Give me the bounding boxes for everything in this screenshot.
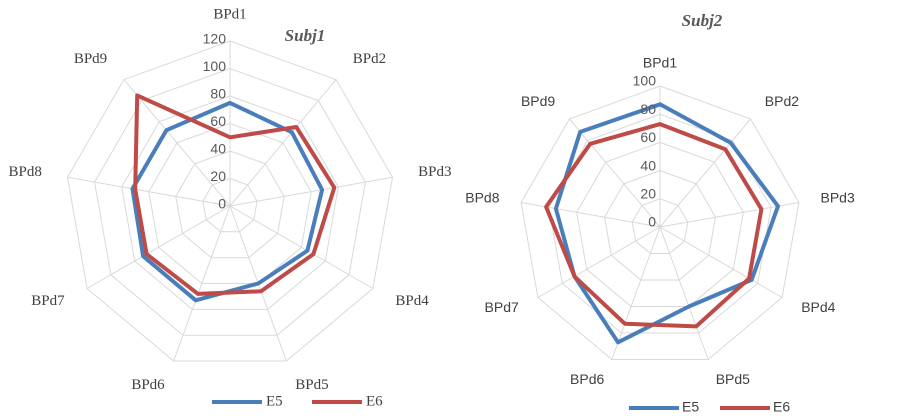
axis-spoke [229, 79, 337, 207]
tick-label: 40 [210, 141, 226, 157]
category-label: BPd9 [74, 51, 107, 67]
chart-title: Subj1 [285, 26, 326, 45]
radar-chart-subj2: 0 20 40 60 80 100 BPd1 BPd2 BPd3 BPd4 BPd5 BPd6 BPd7… [465, 11, 855, 415]
grid-ring [631, 198, 689, 254]
category-label: BPd2 [765, 93, 799, 109]
tick-label: 0 [648, 214, 656, 230]
grid-ring [94, 67, 366, 336]
legend-label: E6 [773, 399, 790, 415]
category-label: BPd7 [485, 299, 519, 315]
grid-ring [121, 95, 339, 310]
tick-label: 60 [640, 129, 656, 145]
legend-label: E5 [682, 399, 699, 415]
category-label: BPd6 [570, 371, 604, 387]
category-label: BPd4 [395, 293, 429, 309]
category-label: BPd8 [9, 164, 42, 180]
axis-spoke [611, 226, 661, 360]
axis-spoke [569, 118, 661, 228]
axis-spoke [123, 79, 231, 207]
legend-label: E5 [266, 393, 283, 409]
tick-label: 100 [203, 58, 227, 74]
grid-ring [175, 150, 285, 259]
series-line-e6 [544, 122, 764, 329]
series-line-e6 [133, 93, 337, 296]
tick-label: 60 [210, 113, 226, 129]
chart-title: Subj2 [682, 11, 723, 30]
category-label: BPd3 [821, 189, 855, 205]
tick-label: 120 [203, 31, 227, 47]
category-label: BPd2 [353, 51, 386, 67]
axis-spoke [659, 226, 709, 360]
axis-spoke [537, 226, 661, 298]
category-label: BPd1 [213, 6, 246, 22]
category-label: BPd5 [716, 371, 750, 387]
axis-spoke [229, 176, 393, 207]
axis-spoke [229, 205, 374, 289]
legend: E5 E6 [212, 393, 383, 409]
axis-spoke [86, 205, 231, 289]
legend: E5 E6 [629, 399, 790, 415]
tick-label: 20 [210, 168, 226, 184]
series-line-e5 [130, 100, 325, 303]
grid-ring [148, 122, 312, 284]
grid-ring [520, 85, 800, 360]
category-label: BPd9 [521, 93, 555, 109]
radar-chart-subj1: 0 20 40 60 80 100 120 BPd1 BPd2 BPd3 BPd4 BPd5 BPd6 B… [9, 6, 452, 409]
legend-label: E6 [366, 393, 383, 409]
grid-ring [202, 177, 258, 233]
category-label: BPd6 [131, 377, 165, 393]
axis-spoke [67, 176, 231, 207]
radar-grid [66, 40, 394, 362]
grid-ring [576, 141, 744, 307]
tick-label: 80 [640, 101, 656, 117]
tick-label: 80 [210, 86, 226, 102]
tick-label: 0 [218, 196, 226, 212]
category-label: BPd1 [643, 55, 677, 71]
grid-ring [603, 170, 717, 281]
tick-label: 20 [640, 186, 656, 202]
axis-spoke [173, 205, 231, 362]
grid-ring [66, 40, 394, 362]
axis-spoke [521, 202, 661, 228]
tick-label: 40 [640, 157, 656, 173]
category-label: BPd3 [418, 164, 451, 180]
category-label: BPd4 [801, 299, 835, 315]
tick-label: 100 [633, 73, 657, 89]
axis-spoke [659, 118, 751, 228]
category-label: BPd7 [31, 293, 65, 309]
category-label: BPd8 [465, 189, 499, 205]
category-label: BPd5 [295, 377, 328, 393]
axis-spoke [659, 226, 783, 298]
